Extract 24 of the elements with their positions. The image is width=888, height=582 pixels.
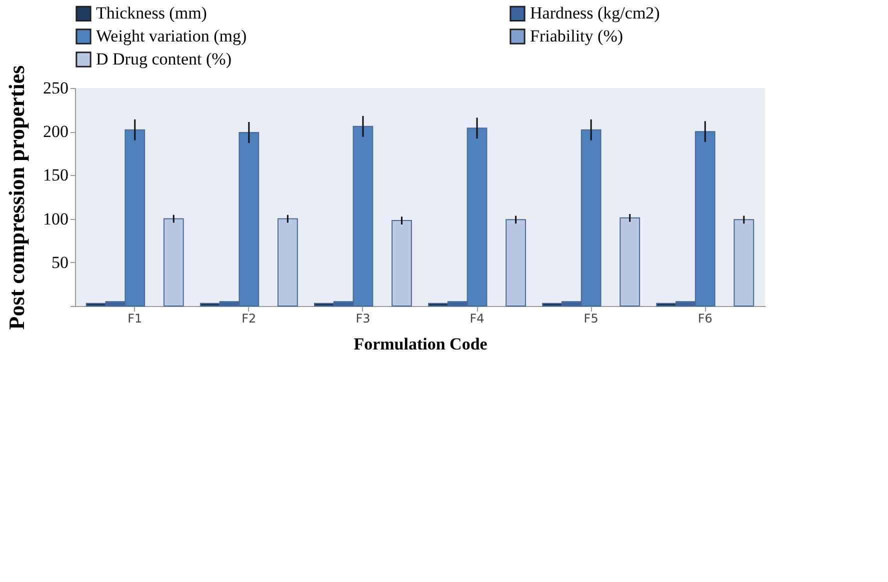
legend-label: Weight variation (mg) [96, 26, 247, 46]
y-tick-label: 100 [43, 209, 68, 228]
x-tick-label: F5 [584, 312, 598, 326]
x-tick-label: F2 [242, 312, 256, 326]
y-tick-label: 150 [43, 166, 68, 185]
bar [392, 220, 412, 306]
x-tick-label: F4 [470, 312, 484, 326]
bar [620, 217, 640, 306]
x-tick-label: F6 [698, 312, 712, 326]
bar [506, 219, 526, 306]
y-tick-label: 50 [52, 252, 68, 272]
legend-label: D Drug content (%) [96, 50, 232, 68]
y-tick-label: 250 [43, 78, 68, 98]
x-axis-title: Formulation Code [354, 334, 488, 354]
bar [278, 218, 298, 306]
legend-label: Thickness (mm) [96, 4, 207, 23]
x-tick-label: F3 [356, 312, 370, 326]
y-axis-title: Post compression properties [4, 64, 29, 330]
y-tick-label: 200 [43, 122, 68, 142]
legend-label: Hardness (kg/cm2) [530, 4, 660, 23]
x-tick-label: F1 [128, 312, 142, 326]
bar [163, 218, 184, 306]
bar [734, 219, 754, 306]
legend-label: Friability (%) [530, 26, 624, 46]
